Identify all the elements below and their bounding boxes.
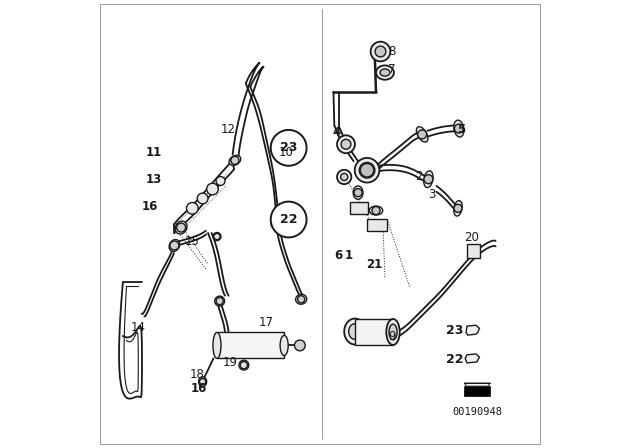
Ellipse shape bbox=[213, 233, 221, 241]
Circle shape bbox=[197, 193, 208, 204]
Circle shape bbox=[271, 202, 307, 237]
Circle shape bbox=[341, 139, 351, 149]
Ellipse shape bbox=[389, 324, 397, 340]
Text: 9: 9 bbox=[388, 329, 396, 343]
Circle shape bbox=[454, 124, 463, 133]
Circle shape bbox=[298, 296, 305, 303]
Circle shape bbox=[337, 135, 355, 153]
Bar bbox=[464, 386, 490, 396]
Circle shape bbox=[186, 202, 198, 214]
Circle shape bbox=[177, 223, 186, 232]
Ellipse shape bbox=[376, 65, 394, 80]
Circle shape bbox=[337, 170, 351, 184]
Ellipse shape bbox=[387, 319, 400, 345]
Text: 13: 13 bbox=[146, 172, 163, 186]
Text: 16: 16 bbox=[191, 382, 207, 396]
Circle shape bbox=[418, 130, 427, 139]
Ellipse shape bbox=[454, 120, 464, 137]
Circle shape bbox=[216, 297, 223, 305]
Ellipse shape bbox=[380, 69, 390, 76]
Ellipse shape bbox=[296, 294, 307, 304]
Text: 20: 20 bbox=[464, 231, 479, 244]
Circle shape bbox=[371, 42, 390, 61]
Ellipse shape bbox=[198, 377, 207, 387]
Text: 11: 11 bbox=[146, 146, 163, 159]
Text: 23: 23 bbox=[280, 141, 298, 155]
Ellipse shape bbox=[424, 171, 433, 188]
Ellipse shape bbox=[229, 155, 241, 165]
Circle shape bbox=[207, 183, 218, 195]
Text: 21: 21 bbox=[365, 258, 382, 271]
Ellipse shape bbox=[417, 127, 428, 142]
Ellipse shape bbox=[169, 240, 180, 251]
Text: 7: 7 bbox=[388, 63, 396, 76]
Ellipse shape bbox=[369, 206, 383, 215]
Ellipse shape bbox=[271, 219, 284, 229]
Text: 3: 3 bbox=[428, 188, 436, 202]
Circle shape bbox=[375, 46, 386, 57]
Ellipse shape bbox=[355, 158, 380, 183]
Circle shape bbox=[454, 204, 462, 212]
Ellipse shape bbox=[175, 221, 187, 234]
Text: 4: 4 bbox=[333, 125, 341, 139]
Text: 19: 19 bbox=[223, 356, 238, 370]
Text: 00190948: 00190948 bbox=[452, 407, 502, 417]
Ellipse shape bbox=[349, 323, 361, 340]
Text: 15: 15 bbox=[185, 235, 200, 249]
Text: 6: 6 bbox=[334, 249, 342, 262]
Text: 14: 14 bbox=[131, 320, 146, 334]
Circle shape bbox=[216, 177, 225, 185]
Ellipse shape bbox=[214, 296, 225, 306]
Text: 17: 17 bbox=[259, 316, 274, 329]
Ellipse shape bbox=[280, 335, 288, 356]
Circle shape bbox=[424, 175, 433, 184]
FancyBboxPatch shape bbox=[355, 319, 393, 345]
Ellipse shape bbox=[454, 201, 462, 216]
Circle shape bbox=[340, 173, 348, 181]
Text: 16: 16 bbox=[141, 199, 158, 213]
Circle shape bbox=[271, 130, 307, 166]
Text: 22: 22 bbox=[446, 353, 463, 366]
Circle shape bbox=[372, 207, 380, 215]
FancyBboxPatch shape bbox=[367, 219, 387, 231]
Text: 8: 8 bbox=[388, 45, 396, 58]
Ellipse shape bbox=[359, 163, 375, 178]
Circle shape bbox=[294, 340, 305, 351]
Ellipse shape bbox=[353, 186, 363, 199]
Text: 10: 10 bbox=[279, 146, 294, 159]
Polygon shape bbox=[465, 354, 479, 363]
Circle shape bbox=[360, 164, 374, 177]
Circle shape bbox=[354, 189, 362, 197]
Text: 18: 18 bbox=[189, 367, 204, 381]
Polygon shape bbox=[466, 325, 479, 335]
Text: 2: 2 bbox=[415, 170, 422, 184]
Ellipse shape bbox=[239, 360, 249, 370]
FancyBboxPatch shape bbox=[217, 332, 284, 358]
FancyBboxPatch shape bbox=[351, 202, 369, 214]
Circle shape bbox=[170, 241, 179, 250]
Text: 5: 5 bbox=[457, 123, 465, 137]
Text: 23: 23 bbox=[446, 324, 463, 337]
Text: 12: 12 bbox=[221, 123, 236, 137]
Circle shape bbox=[231, 156, 239, 164]
Circle shape bbox=[273, 220, 282, 228]
Circle shape bbox=[471, 356, 476, 361]
Circle shape bbox=[471, 327, 476, 333]
Text: 1: 1 bbox=[345, 249, 353, 262]
Ellipse shape bbox=[213, 332, 221, 358]
Ellipse shape bbox=[344, 319, 365, 345]
FancyBboxPatch shape bbox=[467, 244, 481, 258]
Text: 22: 22 bbox=[280, 213, 298, 226]
